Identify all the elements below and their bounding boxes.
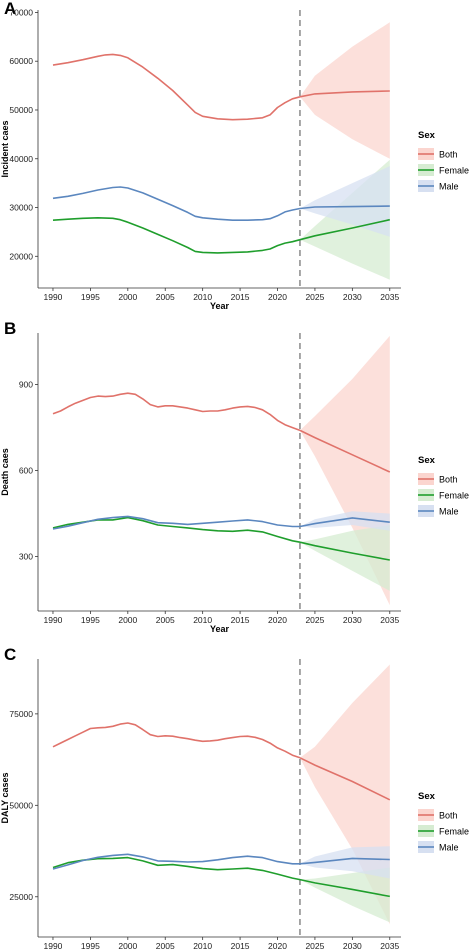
forecast-line-female [299,878,390,898]
confidence-band-male [300,166,390,237]
x-tick-label: 2035 [380,615,399,625]
y-tick-label: 300 [19,552,33,562]
series-line-male [52,515,300,530]
x-tick-label: 2035 [380,941,399,950]
y-tick-label: 900 [19,380,33,390]
forecast-line-female [299,541,390,561]
x-tick-label: 1990 [44,941,63,950]
y-tick-label: 600 [19,466,33,476]
series-line-both [52,392,301,432]
series-line-male [52,853,300,870]
y-tick-label: 75000 [9,709,33,719]
legend-label-female: Female [439,827,469,837]
confidence-band-male [300,846,390,879]
y-tick-label: 70000 [9,7,33,17]
x-tick-label: 2025 [305,292,324,302]
x-tick-label: 1990 [44,292,63,302]
y-tick-label: 25000 [9,892,33,902]
x-tick-label: 2030 [343,941,362,950]
x-tick-label: 1990 [44,615,63,625]
forecast-line-female [299,218,390,241]
forecast-line-male [299,205,390,210]
x-tick-label: 2010 [193,941,212,950]
x-tick-label: 2025 [305,615,324,625]
x-tick-label: 2010 [193,292,212,302]
series-line-both [52,722,301,759]
forecast-line-male [299,857,390,865]
confidence-band-male [300,511,390,531]
x-tick-label: 1995 [81,615,100,625]
confidence-band-female [300,867,390,923]
x-tick-label: 2020 [268,615,287,625]
x-tick-label: 2005 [156,941,175,950]
legend-label-both: Both [439,811,458,821]
legend-label-male: Male [439,507,459,517]
series-line-female [52,217,301,254]
x-tick-label: 2030 [343,292,362,302]
confidence-band-female [300,525,390,591]
legend-label-male: Male [439,843,459,853]
x-tick-label: 2015 [231,615,250,625]
y-tick-label: 40000 [9,154,33,164]
forecast-line-male [299,517,390,528]
legend-label-female: Female [439,491,469,501]
y-axis-title: Death caes [0,448,10,496]
x-axis-title: Year [210,624,230,634]
x-tick-label: 2005 [156,615,175,625]
chart-panel-c: C 1990 1995 2000 2005 2010 2015 2020 2025 2030 203… [0,645,469,950]
chart-panel-b: B 1990 1995 2000 2005 2010 2015 2020 2025 2030 203… [0,319,469,634]
y-tick-label: 30000 [9,203,33,213]
x-tick-label: 2000 [118,941,137,950]
series-line-both [52,53,301,121]
x-tick-label: 2010 [193,615,212,625]
x-tick-label: 2020 [268,941,287,950]
x-tick-label: 2005 [156,292,175,302]
series-line-male [52,186,301,221]
x-tick-label: 2000 [118,292,137,302]
legend-label-female: Female [439,166,469,176]
y-tick-label: 50000 [9,800,33,810]
x-tick-label: 1995 [81,941,100,950]
forecast-line-both [299,90,390,98]
x-tick-label: 2030 [343,615,362,625]
legend-label-male: Male [439,182,459,192]
y-axis-title: DALY cases [0,772,10,823]
x-tick-label: 2025 [305,941,324,950]
x-tick-label: 1995 [81,292,100,302]
x-tick-label: 2015 [231,941,250,950]
forecast-line-both [299,429,391,473]
x-tick-label: 2000 [118,615,137,625]
x-axis-title: Year [210,301,230,311]
legend-label-both: Both [439,475,458,485]
panel-letter: B [4,319,16,338]
x-tick-label: 2020 [268,292,287,302]
forecast-line-both [299,757,391,801]
y-tick-label: 50000 [9,105,33,115]
chart-panel-a: A 1990 1995 2000 2005 2010 2015 2020 2025 2030 203… [0,0,469,311]
x-tick-label: 2015 [231,292,250,302]
panel-letter: C [4,645,16,664]
series-line-female [52,856,301,881]
legend-title: Sex [418,455,436,466]
confidence-band-both [300,22,390,159]
x-tick-label: 2035 [380,292,399,302]
legend-label-both: Both [439,150,458,160]
legend-title: Sex [418,791,436,802]
y-tick-label: 20000 [9,251,33,261]
y-axis-title: Incident caes [0,120,10,177]
y-tick-label: 60000 [9,56,33,66]
legend-title: Sex [418,130,436,141]
panel-letter: A [4,0,16,18]
